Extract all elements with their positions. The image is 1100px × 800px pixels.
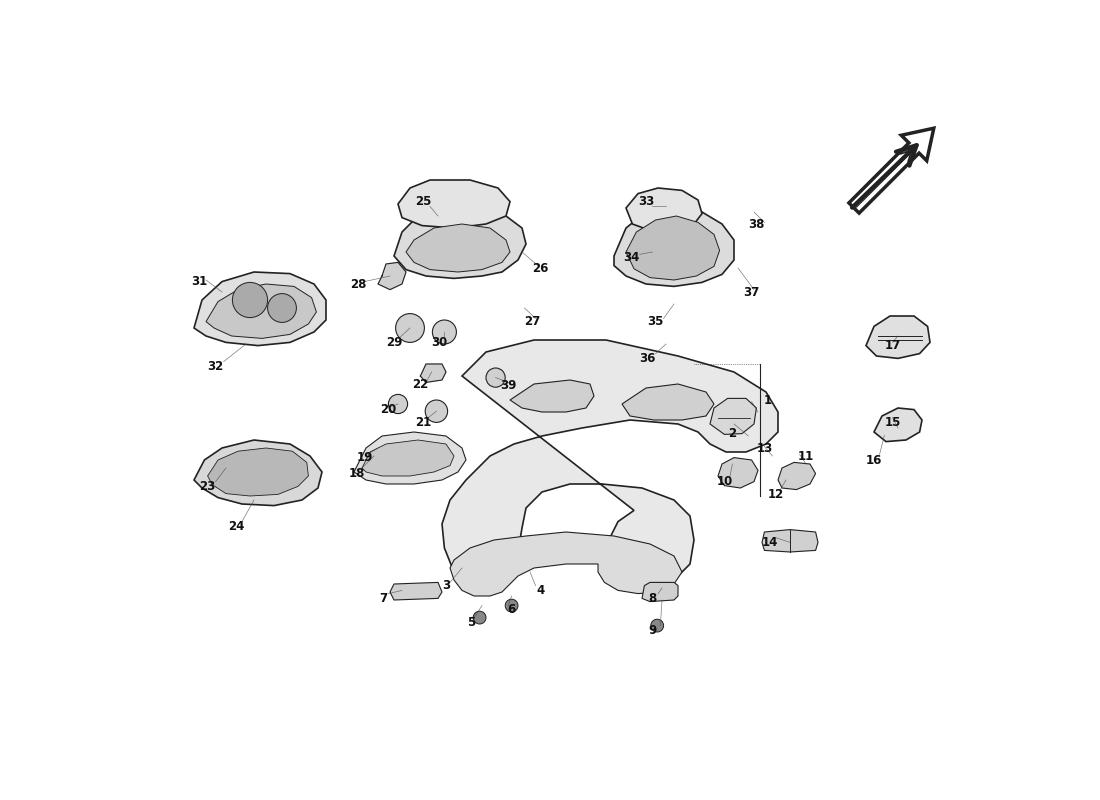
Polygon shape xyxy=(194,440,322,506)
Circle shape xyxy=(651,619,663,632)
Text: 32: 32 xyxy=(208,360,223,373)
Text: 29: 29 xyxy=(386,336,403,349)
Text: 23: 23 xyxy=(199,480,216,493)
Polygon shape xyxy=(614,206,734,286)
Text: 24: 24 xyxy=(228,520,244,533)
Text: 13: 13 xyxy=(757,442,772,454)
Text: 39: 39 xyxy=(500,379,517,392)
Text: 18: 18 xyxy=(349,467,364,480)
Polygon shape xyxy=(362,440,454,476)
Circle shape xyxy=(486,368,505,387)
Polygon shape xyxy=(442,340,778,586)
Text: 6: 6 xyxy=(507,603,516,616)
Circle shape xyxy=(396,314,425,342)
Text: 5: 5 xyxy=(468,616,475,629)
Text: 15: 15 xyxy=(884,416,901,429)
Polygon shape xyxy=(208,448,308,496)
Text: 25: 25 xyxy=(416,195,432,208)
Circle shape xyxy=(388,394,408,414)
Text: 10: 10 xyxy=(716,475,733,488)
Text: 1: 1 xyxy=(763,394,772,406)
Text: 31: 31 xyxy=(191,275,208,288)
Circle shape xyxy=(232,282,267,318)
Polygon shape xyxy=(866,316,930,358)
Text: 26: 26 xyxy=(532,262,549,274)
Text: 33: 33 xyxy=(638,195,654,208)
Polygon shape xyxy=(710,398,757,434)
Text: 27: 27 xyxy=(525,315,540,328)
Circle shape xyxy=(426,400,448,422)
Text: 16: 16 xyxy=(866,454,882,466)
Text: 12: 12 xyxy=(768,488,783,501)
Polygon shape xyxy=(354,432,466,484)
Polygon shape xyxy=(206,284,317,338)
Text: 3: 3 xyxy=(442,579,450,592)
Polygon shape xyxy=(718,458,758,488)
Polygon shape xyxy=(642,582,678,602)
Text: 19: 19 xyxy=(356,451,373,464)
Text: 34: 34 xyxy=(624,251,640,264)
Text: 11: 11 xyxy=(798,450,814,462)
Text: 21: 21 xyxy=(416,416,431,429)
Circle shape xyxy=(267,294,296,322)
Text: 20: 20 xyxy=(381,403,396,416)
Polygon shape xyxy=(450,532,682,596)
Text: 14: 14 xyxy=(762,536,778,549)
Polygon shape xyxy=(398,180,510,228)
Text: 28: 28 xyxy=(350,278,366,290)
Text: 35: 35 xyxy=(648,315,663,328)
Circle shape xyxy=(473,611,486,624)
Polygon shape xyxy=(621,384,714,420)
Polygon shape xyxy=(420,364,446,382)
Text: 22: 22 xyxy=(412,378,429,390)
Polygon shape xyxy=(390,582,442,600)
Text: 9: 9 xyxy=(648,624,657,637)
Polygon shape xyxy=(194,272,326,346)
Polygon shape xyxy=(394,208,526,278)
Polygon shape xyxy=(626,188,702,230)
Text: 2: 2 xyxy=(728,427,737,440)
Text: 30: 30 xyxy=(431,336,448,349)
Text: 8: 8 xyxy=(648,592,657,605)
Polygon shape xyxy=(778,462,815,490)
Circle shape xyxy=(432,320,456,344)
Text: 37: 37 xyxy=(744,286,760,298)
Polygon shape xyxy=(378,262,406,290)
Polygon shape xyxy=(762,530,818,552)
Polygon shape xyxy=(874,408,922,442)
Text: 7: 7 xyxy=(379,592,387,605)
Text: 38: 38 xyxy=(748,218,764,230)
Text: 17: 17 xyxy=(884,339,901,352)
Text: 4: 4 xyxy=(537,584,544,597)
Text: 36: 36 xyxy=(639,352,656,365)
Circle shape xyxy=(505,599,518,612)
Polygon shape xyxy=(406,224,510,272)
Polygon shape xyxy=(510,380,594,412)
Polygon shape xyxy=(626,216,719,280)
